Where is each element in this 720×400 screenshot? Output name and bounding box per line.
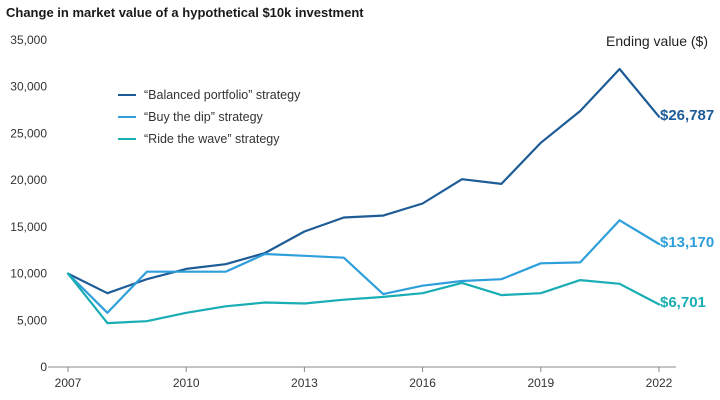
legend: “Balanced portfolio” strategy “Buy the d… — [118, 84, 300, 150]
x-tick-label: 2010 — [173, 376, 200, 390]
x-tick-label: 2022 — [646, 376, 673, 390]
legend-item-ride-the-wave: “Ride the wave” strategy — [118, 128, 300, 150]
legend-item-balanced: “Balanced portfolio” strategy — [118, 84, 300, 106]
legend-swatch-buy-the-dip — [118, 115, 136, 119]
end-label-ride-the-wave: $6,701 — [660, 294, 706, 312]
legend-label-ride-the-wave: “Ride the wave” strategy — [144, 132, 280, 146]
x-tick-label: 2019 — [527, 376, 554, 390]
chart-title: Change in market value of a hypothetical… — [6, 5, 364, 20]
y-tick-label: 25,000 — [10, 126, 47, 140]
end-label-buy-the-dip: $13,170 — [660, 233, 715, 251]
x-tick-label: 2013 — [291, 376, 318, 390]
legend-item-buy-the-dip: “Buy the dip” strategy — [118, 106, 300, 128]
legend-swatch-ride-the-wave — [118, 137, 136, 141]
y-tick-label: 35,000 — [10, 33, 47, 47]
y-tick-label: 10,000 — [10, 267, 47, 281]
y-tick-label: 30,000 — [10, 80, 47, 94]
legend-label-buy-the-dip: “Buy the dip” strategy — [144, 110, 263, 124]
y-tick-label: 15,000 — [10, 220, 47, 234]
x-tick-label: 2016 — [409, 376, 436, 390]
series-line-ride-the-wave — [66, 272, 661, 325]
end-label-balanced: $26,787 — [660, 106, 715, 124]
legend-label-balanced: “Balanced portfolio” strategy — [144, 88, 301, 102]
series-line-buy-the-dip — [66, 219, 661, 314]
y-tick-label: 5,000 — [17, 313, 47, 327]
y-tick-label: 20,000 — [10, 173, 47, 187]
x-tick-label: 2007 — [55, 376, 82, 390]
ending-value-header: Ending value ($) — [606, 33, 708, 49]
legend-swatch-balanced — [118, 93, 136, 97]
series-line-balanced — [66, 67, 661, 295]
y-tick-label: 0 — [40, 360, 47, 374]
